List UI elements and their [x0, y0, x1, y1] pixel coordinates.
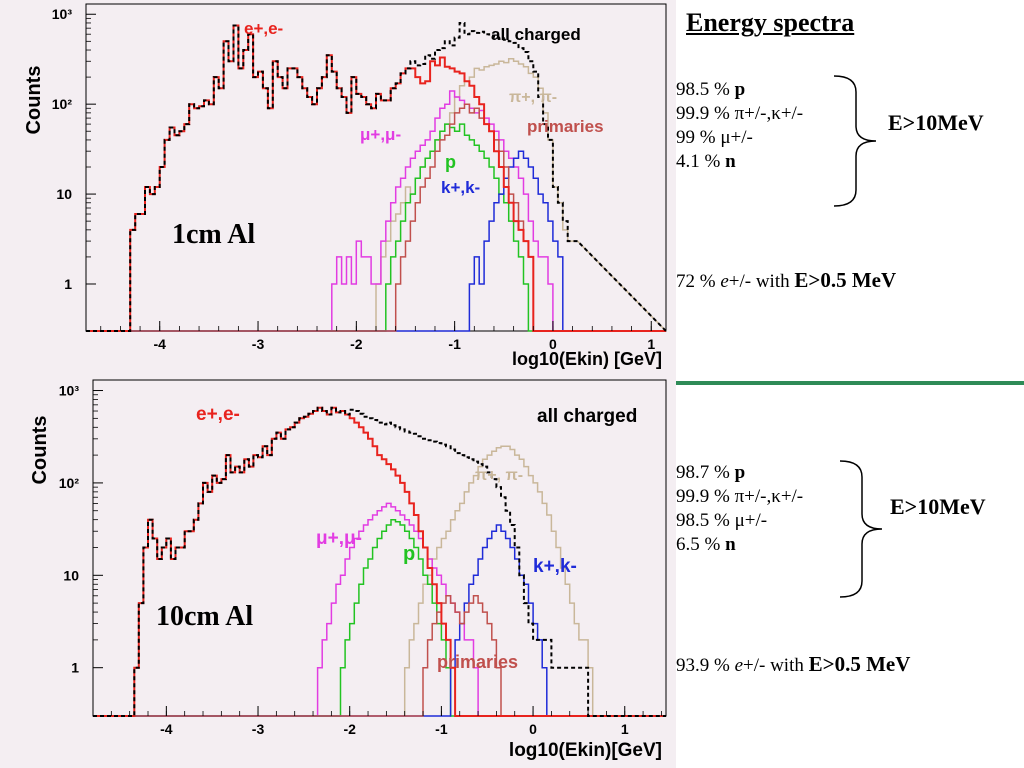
stat-particle: μ+/-	[720, 127, 753, 148]
series-layer	[93, 406, 666, 717]
legend-ee: e+,e-	[196, 404, 240, 425]
y-tick-label: 1	[64, 276, 72, 292]
stat-line-mu: 98.5 % μ+/-	[676, 509, 803, 533]
electron-pct: 93.9 %	[676, 655, 735, 676]
series-all	[93, 406, 666, 717]
electron-suffix: +/- with	[743, 655, 809, 676]
stat-particle: n	[725, 151, 736, 172]
x-axis-label: log10(Ekin)[GeV]	[509, 740, 662, 761]
electron-pct: 72 %	[676, 271, 721, 292]
chart-top: 1 10 10² 10³ -4 -3 -2 -1 0 1 Counts log10(Ekin) […	[0, 0, 676, 372]
x-tick-label: -2	[343, 721, 356, 737]
legend-primaries: primaries	[437, 652, 518, 672]
stat-pct: 6.5 %	[676, 534, 726, 555]
x-tick-label: -4	[160, 721, 173, 737]
series-layer	[86, 22, 667, 332]
x-tick-label: 0	[529, 721, 537, 737]
stat-particle: n	[725, 534, 736, 555]
stat-pct: 98.5 %	[676, 510, 735, 531]
x-tick-label: -2	[350, 336, 363, 352]
y-tick-label: 10	[63, 567, 79, 583]
stat-line-p: 98.5 % p	[676, 78, 803, 102]
stat-line-p: 98.7 % p	[676, 461, 803, 485]
y-tick-label: 10	[56, 186, 72, 202]
chart-bottom: 1 10 10² 10³ -4 -3 -2 -1 0 1 Counts log10(Ekin)[G…	[0, 372, 676, 768]
cut-label-bottom: E>10MeV	[890, 494, 986, 519]
stat-particle: π+/-,κ+/-	[734, 103, 804, 124]
x-tick-label: -4	[154, 336, 167, 352]
target-label: 1cm Al	[172, 219, 255, 250]
y-tick-label: 10³	[59, 383, 80, 399]
stats-bottom: 98.7 % p 99.9 % π+/-,κ+/- 98.5 % μ+/- 6.…	[676, 461, 803, 557]
stat-particle: π+/-,κ+/-	[734, 486, 804, 507]
brace-bottom	[839, 460, 883, 598]
series-all	[86, 22, 667, 332]
electron-line-bottom: 93.9 % e+/- with E>0.5 MeV	[676, 652, 910, 677]
tick-layer: 1 10 10² 10³ -4 -3 -2 -1 0 1	[59, 383, 662, 737]
electron-suffix: +/- with	[728, 271, 795, 292]
y-tick-label: 1	[71, 660, 79, 676]
legend-pi: π+, π-	[509, 89, 557, 106]
tick-layer: 1 10 10² 10³ -4 -3 -2 -1 0 1	[52, 6, 656, 352]
y-axis-label: Counts	[23, 66, 45, 135]
target-label: 10cm Al	[156, 601, 253, 632]
stat-line-pi-k: 99.9 % π+/-,κ+/-	[676, 102, 803, 126]
y-tick-label: 10³	[52, 6, 73, 22]
x-tick-label: 0	[549, 336, 557, 352]
stat-pct: 98.5 %	[676, 79, 735, 100]
y-tick-label: 10²	[52, 96, 73, 112]
x-tick-label: 1	[647, 336, 655, 352]
cut-label-top: E>10MeV	[888, 110, 984, 135]
stat-line-mu: 99 % μ+/-	[676, 126, 803, 150]
stat-particle: p	[734, 79, 746, 100]
stat-pct: 99.9 %	[676, 486, 735, 507]
legend-k: k+,k-	[533, 556, 577, 577]
legend-all-charged: all charged	[491, 25, 581, 44]
electron-particle: e	[720, 271, 729, 292]
legend-p: p	[445, 152, 456, 172]
legend-k: k+,k-	[441, 178, 480, 197]
x-tick-label: -1	[448, 336, 461, 352]
brace-top	[833, 75, 877, 207]
stat-line-pi-k: 99.9 % π+/-,κ+/-	[676, 485, 803, 509]
legend-mu: μ+,μ-	[360, 125, 401, 144]
section-divider	[676, 381, 1024, 385]
electron-particle: e	[734, 655, 744, 676]
electron-cut: E>0.5 MeV	[808, 652, 911, 676]
page-title: Energy spectra	[686, 8, 855, 37]
legend-all-charged: all charged	[537, 406, 637, 427]
legend-p: p	[403, 543, 415, 565]
legend-pi: π+, π-	[475, 467, 523, 484]
stat-particle: μ+/-	[734, 510, 768, 531]
plot-area	[92, 379, 667, 717]
stat-pct: 99.9 %	[676, 103, 735, 124]
stat-line-n: 6.5 % n	[676, 533, 803, 557]
x-axis-label: log10(Ekin) [GeV]	[512, 349, 662, 369]
legend-ee: e+,e-	[244, 19, 283, 38]
stat-pct: 99 %	[676, 127, 721, 148]
stats-top: 98.5 % p 99.9 % π+/-,κ+/- 99 % μ+/- 4.1 …	[676, 78, 803, 174]
electron-cut: E>0.5 MeV	[794, 268, 897, 292]
x-tick-label: -1	[435, 721, 448, 737]
legend-primaries: primaries	[527, 117, 604, 136]
x-tick-label: 1	[621, 721, 629, 737]
electron-line-top: 72 % e+/- with E>0.5 MeV	[676, 268, 896, 293]
y-axis-label: Counts	[29, 416, 51, 485]
x-tick-label: -3	[252, 721, 265, 737]
plot-area	[85, 3, 667, 332]
stat-line-n: 4.1 % n	[676, 150, 803, 174]
x-tick-label: -3	[252, 336, 265, 352]
legend-mu: μ+,μ-	[316, 528, 362, 549]
stat-particle: p	[734, 462, 746, 483]
y-tick-label: 10²	[59, 475, 80, 491]
series-prim	[86, 103, 666, 332]
stat-pct: 98.7 %	[676, 462, 735, 483]
stat-pct: 4.1 %	[676, 151, 726, 172]
